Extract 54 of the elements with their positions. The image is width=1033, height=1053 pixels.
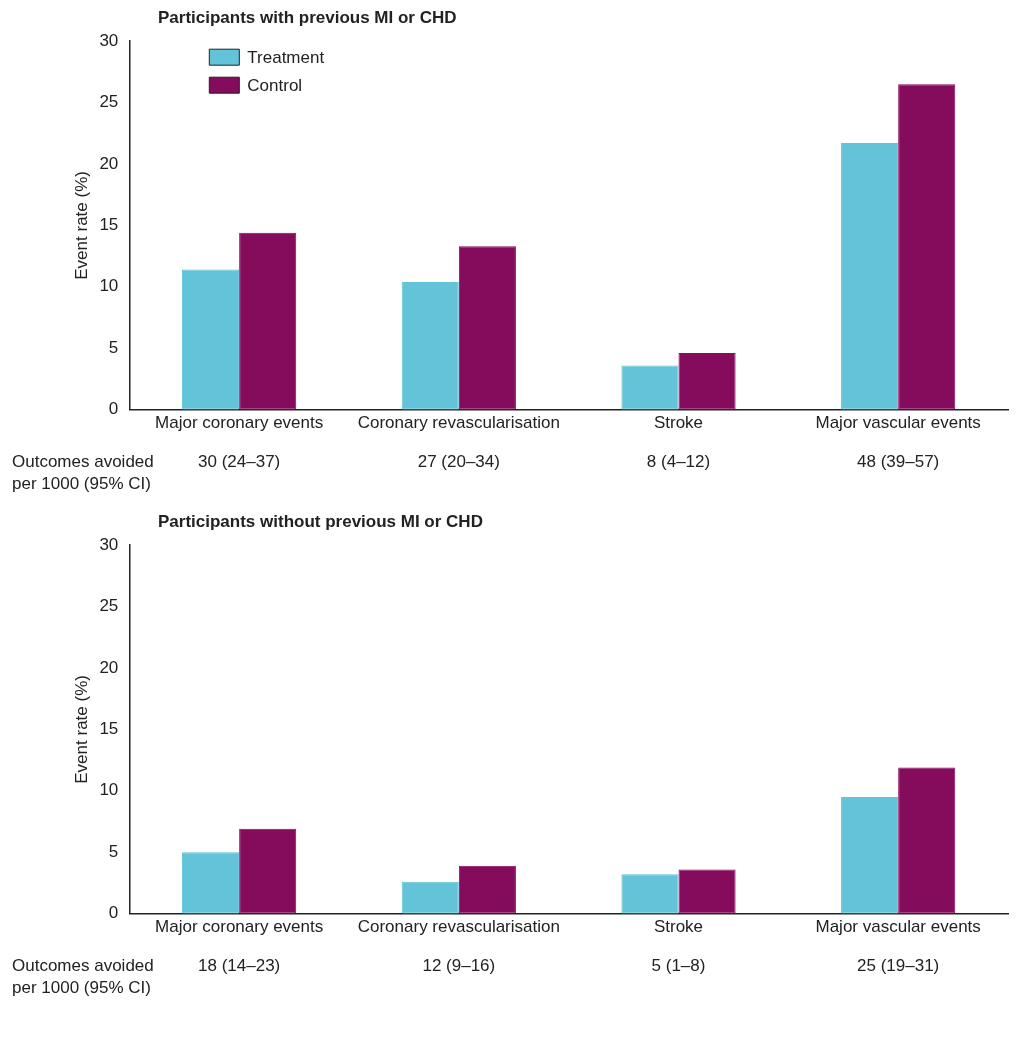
- y-tick-label: 0: [108, 399, 119, 419]
- text: 18 (14–23): [198, 955, 281, 975]
- bar: [458, 865, 516, 914]
- bar: [621, 874, 679, 914]
- x-tick-label: Major coronary events: [155, 413, 324, 433]
- bar: [182, 852, 240, 914]
- text: 27 (20–34): [417, 451, 500, 471]
- chart-title: Participants with previous MI or CHD: [158, 8, 458, 28]
- y-tick-label: 10: [99, 276, 119, 296]
- y-tick-label: 0: [108, 903, 119, 923]
- y-axis-title: Event rate (%): [71, 675, 91, 784]
- bar: [239, 232, 297, 410]
- bar: [898, 767, 956, 914]
- bar: [841, 796, 899, 914]
- bar: [678, 353, 736, 410]
- y-tick-label: 20: [99, 153, 119, 173]
- legend-label: Treatment: [247, 47, 325, 67]
- text: Outcomes avoided per 1000 (95% CI): [12, 955, 154, 997]
- y-tick-label: 5: [108, 841, 119, 861]
- bar: [898, 84, 956, 410]
- y-tick-label: 30: [99, 534, 119, 554]
- y-tick-label: 20: [99, 657, 119, 677]
- bar: [678, 869, 736, 914]
- legend-label: Control: [247, 75, 303, 95]
- y-tick-label: 15: [99, 215, 119, 235]
- y-tick-label: 25: [99, 596, 119, 616]
- y-tick-label: 5: [108, 337, 119, 357]
- bar: [458, 246, 516, 410]
- text: 30 (24–37): [198, 451, 281, 471]
- x-tick-label: Major coronary events: [155, 917, 324, 937]
- y-tick-label: 25: [99, 92, 119, 112]
- text: 8 (4–12): [646, 451, 711, 471]
- x-tick-label: Coronary revascularisation: [357, 413, 560, 433]
- x-tick-label: Major vascular events: [815, 917, 981, 937]
- y-tick-label: 30: [99, 30, 119, 50]
- bar: [401, 881, 459, 914]
- x-tick-label: Coronary revascularisation: [357, 917, 560, 937]
- x-tick-label: Stroke: [653, 413, 704, 433]
- bar: [621, 365, 679, 410]
- x-tick-label: Stroke: [653, 917, 704, 937]
- y-axis-title: Event rate (%): [71, 171, 91, 280]
- y-tick-label: 15: [99, 719, 119, 739]
- text: Outcomes avoided per 1000 (95% CI): [12, 451, 154, 493]
- text: 48 (39–57): [857, 451, 940, 471]
- bar: [239, 828, 297, 914]
- text: 25 (19–31): [857, 955, 940, 975]
- x-tick-label: Major vascular events: [815, 413, 981, 433]
- text: 5 (1–8): [651, 955, 706, 975]
- bar: [182, 269, 240, 410]
- bar: [841, 143, 899, 410]
- bar: [401, 281, 459, 410]
- y-tick-label: 10: [99, 780, 119, 800]
- text: 12 (9–16): [422, 955, 496, 975]
- chart-title: Participants without previous MI or CHD: [158, 512, 484, 532]
